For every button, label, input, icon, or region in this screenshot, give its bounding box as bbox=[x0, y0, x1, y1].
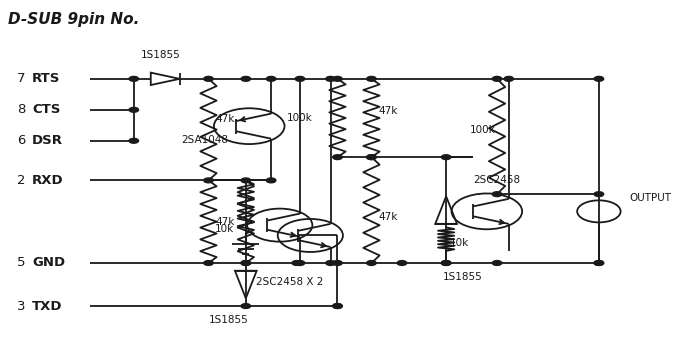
Circle shape bbox=[292, 261, 302, 265]
Circle shape bbox=[241, 304, 250, 308]
Circle shape bbox=[441, 261, 451, 265]
Circle shape bbox=[204, 261, 213, 265]
Text: 100k: 100k bbox=[287, 113, 313, 123]
Text: D-SUB 9pin No.: D-SUB 9pin No. bbox=[8, 12, 140, 27]
Text: 7: 7 bbox=[16, 72, 25, 85]
Circle shape bbox=[367, 261, 376, 265]
Text: 2SA1048: 2SA1048 bbox=[181, 135, 228, 145]
Text: CTS: CTS bbox=[32, 103, 60, 116]
Circle shape bbox=[441, 155, 451, 160]
Circle shape bbox=[266, 76, 276, 81]
Circle shape bbox=[594, 261, 604, 265]
Text: 3: 3 bbox=[16, 299, 25, 313]
Circle shape bbox=[367, 155, 376, 160]
Text: 1S1855: 1S1855 bbox=[443, 272, 482, 282]
Circle shape bbox=[241, 76, 250, 81]
Text: 1S1855: 1S1855 bbox=[141, 50, 181, 60]
Text: 2SC2458: 2SC2458 bbox=[473, 175, 521, 185]
Text: 47k: 47k bbox=[215, 217, 235, 227]
Circle shape bbox=[241, 178, 250, 183]
Circle shape bbox=[492, 76, 502, 81]
Text: 1S1855: 1S1855 bbox=[209, 315, 248, 325]
Circle shape bbox=[204, 76, 213, 81]
Text: TXD: TXD bbox=[32, 299, 62, 313]
Circle shape bbox=[594, 261, 604, 265]
Circle shape bbox=[397, 261, 407, 265]
Text: 47k: 47k bbox=[215, 114, 235, 124]
Text: 5: 5 bbox=[16, 256, 25, 270]
Circle shape bbox=[204, 178, 213, 183]
Circle shape bbox=[332, 155, 342, 160]
Circle shape bbox=[594, 76, 604, 81]
Circle shape bbox=[332, 304, 342, 308]
Text: DSR: DSR bbox=[32, 134, 63, 147]
Text: OUTPUT: OUTPUT bbox=[629, 193, 672, 203]
Text: 10k: 10k bbox=[449, 238, 469, 248]
Circle shape bbox=[492, 261, 502, 265]
Text: 2SC2458 X 2: 2SC2458 X 2 bbox=[256, 277, 324, 287]
Text: 47k: 47k bbox=[378, 212, 397, 222]
Circle shape bbox=[367, 76, 376, 81]
Circle shape bbox=[129, 108, 139, 112]
Circle shape bbox=[241, 261, 250, 265]
Circle shape bbox=[492, 192, 502, 196]
Circle shape bbox=[504, 76, 514, 81]
Circle shape bbox=[332, 261, 342, 265]
Circle shape bbox=[441, 261, 451, 265]
Circle shape bbox=[332, 304, 342, 308]
Text: 10k: 10k bbox=[215, 223, 235, 234]
Circle shape bbox=[266, 178, 276, 183]
Circle shape bbox=[332, 76, 342, 81]
Circle shape bbox=[367, 155, 376, 160]
Text: RTS: RTS bbox=[32, 72, 60, 85]
Text: 8: 8 bbox=[17, 103, 25, 116]
Circle shape bbox=[129, 138, 139, 143]
Circle shape bbox=[326, 261, 335, 265]
Circle shape bbox=[326, 76, 335, 81]
Text: GND: GND bbox=[32, 256, 65, 270]
Circle shape bbox=[295, 261, 305, 265]
Text: 2: 2 bbox=[16, 174, 25, 187]
Text: RXD: RXD bbox=[32, 174, 64, 187]
Circle shape bbox=[241, 261, 250, 265]
Text: 47k: 47k bbox=[378, 106, 397, 116]
Circle shape bbox=[295, 76, 305, 81]
Circle shape bbox=[129, 76, 139, 81]
Text: 100k: 100k bbox=[470, 125, 496, 135]
Circle shape bbox=[594, 192, 604, 196]
Text: 6: 6 bbox=[17, 134, 25, 147]
